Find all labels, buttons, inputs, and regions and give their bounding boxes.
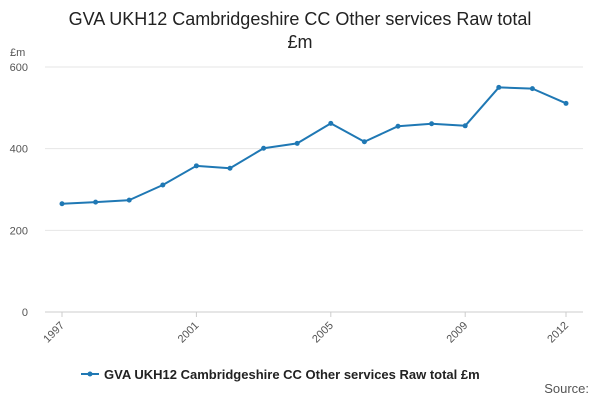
data-point-2012[interactable] [563, 100, 569, 106]
y-tick-label-0: 0 [22, 307, 28, 319]
data-point-1999[interactable] [126, 197, 132, 203]
source-label: Source: [544, 381, 589, 396]
y-tick-label-200: 200 [10, 225, 28, 237]
x-tick-label-1997: 1997 [41, 320, 67, 346]
x-tick-label-2009: 2009 [445, 320, 471, 346]
data-point-2003[interactable] [261, 145, 267, 151]
data-point-2006[interactable] [361, 139, 367, 145]
data-point-2011[interactable] [529, 86, 535, 92]
gridlines [45, 66, 583, 231]
y-tick-label-600: 600 [10, 62, 28, 74]
x-tick-label-2001: 2001 [176, 320, 202, 346]
data-point-1997[interactable] [59, 201, 65, 207]
data-point-2007[interactable] [395, 123, 401, 129]
chart-title-line-2: £m [287, 32, 312, 52]
data-point-2002[interactable] [227, 165, 233, 171]
x-tick-label-2012: 2012 [545, 320, 571, 346]
data-point-2000[interactable] [160, 182, 166, 188]
data-point-2008[interactable] [429, 121, 435, 127]
legend-label: GVA UKH12 Cambridgeshire CC Other servic… [104, 367, 480, 382]
legend-marker [87, 371, 93, 377]
legend[interactable]: GVA UKH12 Cambridgeshire CC Other servic… [81, 367, 480, 382]
data-point-2001[interactable] [193, 163, 199, 169]
data-point-1998[interactable] [93, 199, 99, 205]
y-tick-label-400: 400 [10, 144, 28, 156]
chart-title-line-1: GVA UKH12 Cambridgeshire CC Other servic… [69, 9, 532, 29]
data-point-2009[interactable] [462, 123, 468, 129]
y-axis-ticks: 0 200 400 600 [10, 62, 28, 319]
data-point-2010[interactable] [496, 84, 502, 90]
data-point-2004[interactable] [294, 140, 300, 146]
series-layer [59, 84, 569, 207]
data-point-2005[interactable] [328, 120, 334, 126]
x-axis-ticks: 1997 2001 2005 2009 2012 [41, 312, 571, 345]
x-tick-label-2005: 2005 [310, 320, 336, 346]
series-line-0 [61, 86, 567, 205]
y-axis-unit-label: £m [10, 47, 25, 59]
